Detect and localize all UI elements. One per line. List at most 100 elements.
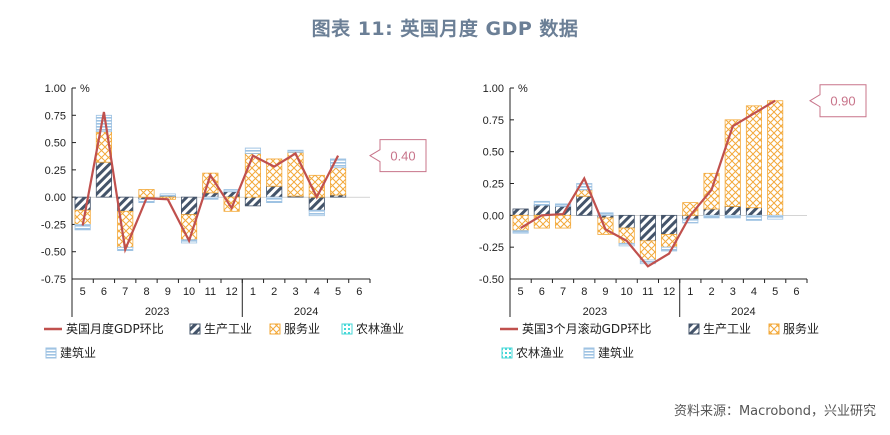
x-tick-label: 5	[80, 286, 86, 298]
bar-0-0	[512, 208, 529, 216]
x-tick-label: 12	[226, 286, 238, 298]
left-chart: 1.00 0.75 0.50 0.25 0.00 -0.25 -0.50 -0.75% 5 6 7 8…	[41, 83, 427, 360]
bar-1-3	[138, 189, 155, 198]
bar-1-10	[724, 119, 741, 207]
x-tick-label: 6	[101, 286, 107, 298]
bar-1-8	[244, 153, 261, 198]
bar-3-0	[512, 230, 529, 234]
y-tick-label: -0.25	[479, 242, 504, 254]
bar-1-11	[745, 105, 763, 209]
bar-3-7	[223, 189, 240, 193]
bar-3-5	[618, 242, 635, 247]
bar-1-0	[512, 214, 529, 232]
x-tick-label: 2	[271, 286, 277, 298]
legend-swatch-0	[189, 323, 201, 335]
y-tick-label: -0.50	[41, 247, 66, 259]
y-tick-label: 0.50	[483, 147, 504, 159]
y-tick-label: 1.00	[483, 83, 504, 95]
bar-3-4	[159, 193, 176, 197]
y-tick-label: 0.25	[483, 179, 504, 191]
bar-0-7	[661, 214, 678, 235]
legend-swatch-2	[341, 323, 353, 335]
bar-1-1	[533, 214, 550, 229]
y-tick-label: -0.50	[479, 274, 504, 286]
bar-3-6	[202, 196, 219, 200]
x-tick-label: 10	[621, 286, 633, 298]
y-tick-label: 1.00	[45, 83, 66, 95]
bar-1-10	[287, 151, 304, 197]
x-tick-label: 5	[772, 286, 778, 298]
bar-3-1	[533, 200, 550, 206]
legend-label: 服务业	[284, 321, 320, 336]
x-tick-label: 6	[793, 286, 799, 298]
legend-label: 生产工业	[703, 322, 751, 336]
year-label: 2024	[294, 306, 318, 318]
chart-title: 图表 11: 英国月度 GDP 数据	[311, 18, 579, 40]
bar-0-6	[639, 214, 656, 242]
x-tick-label: 2	[708, 286, 714, 298]
x-tick-label: 8	[143, 286, 149, 298]
x-tick-label: 3	[730, 286, 736, 298]
x-tick-label: 9	[602, 286, 608, 298]
bar-0-8	[244, 196, 261, 207]
callout-value: 0.90	[830, 94, 855, 109]
bar-0-11	[745, 207, 763, 216]
bar-0-1	[533, 204, 550, 216]
bar-1-12	[330, 167, 347, 196]
bar-3-12	[767, 214, 784, 220]
y-unit-label: %	[518, 83, 528, 95]
bar-0-9	[703, 208, 720, 216]
bar-3-3	[576, 183, 593, 191]
legend-swatch-1	[768, 323, 780, 335]
x-tick-label: 6	[539, 286, 545, 298]
legend-swatch-2	[501, 347, 513, 359]
y-unit-label: %	[80, 83, 90, 95]
y-tick-label: 0.00	[45, 192, 66, 204]
x-tick-label: 4	[751, 286, 757, 298]
legend-swatch-3	[45, 347, 57, 359]
bar-3-10	[287, 149, 304, 153]
y-tick-label: 0.75	[45, 110, 66, 122]
bar-1-12	[767, 100, 784, 216]
x-tick-label: 5	[518, 286, 524, 298]
y-tick-label: 0.75	[483, 115, 504, 127]
right-chart: 1.000.750.500.250.00-0.25-0.50%5 6 7 8 9 10 11…	[479, 83, 867, 360]
y-tick-label: -0.75	[41, 274, 66, 286]
bar-0-9	[266, 185, 283, 198]
x-tick-label: 8	[581, 286, 587, 298]
legend-label: 农林渔业	[356, 322, 404, 336]
x-tick-label: 7	[122, 286, 128, 298]
bar-3-2	[554, 203, 572, 207]
bar-3-11	[308, 209, 325, 217]
bar-3-4	[597, 212, 614, 216]
year-label: 2023	[145, 306, 169, 318]
bar-3-10	[724, 214, 741, 219]
callout-box	[809, 84, 867, 118]
x-tick-label: 5	[335, 286, 341, 298]
bar-0-1	[95, 161, 112, 198]
bar-0-10	[724, 206, 741, 216]
y-tick-label: 0.50	[45, 138, 66, 150]
y-tick-label: -0.25	[41, 219, 66, 231]
bar-3-12	[330, 158, 347, 169]
x-tick-label: 4	[314, 286, 320, 298]
y-tick-label: 0.00	[483, 210, 504, 222]
x-tick-label: 7	[560, 286, 566, 298]
year-label: 2024	[731, 306, 755, 318]
y-tick-label: 0.25	[45, 165, 66, 177]
bar-3-7	[661, 246, 678, 252]
bar-3-11	[745, 214, 763, 221]
legend-label: 建筑业	[60, 345, 96, 360]
year-label: 2023	[583, 306, 607, 318]
bar-3-9	[266, 196, 283, 203]
bar-3-8	[682, 218, 699, 224]
legend-label: 农林渔业	[516, 346, 564, 360]
callout-value: 0.40	[390, 149, 415, 164]
legend-label: 建筑业	[598, 345, 634, 360]
x-tick-label: 11	[205, 286, 216, 298]
legend-label: 英国月度GDP环比	[66, 321, 164, 336]
legend-swatch-0	[688, 323, 700, 335]
bar-0-5	[618, 214, 635, 229]
legend-label: 生产工业	[204, 322, 252, 336]
x-tick-label: 12	[663, 286, 675, 298]
